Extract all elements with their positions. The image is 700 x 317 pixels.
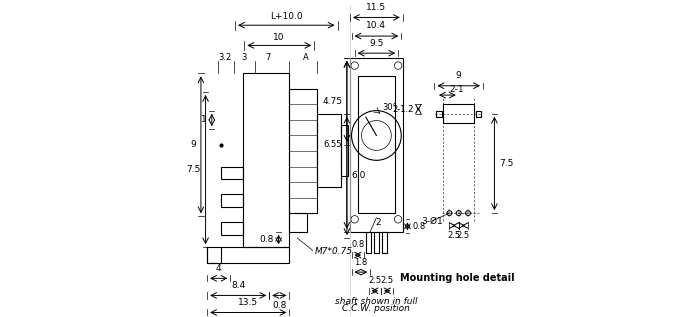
Bar (221, 166, 243, 179)
Bar (443, 104, 474, 123)
Text: 10.4: 10.4 (366, 22, 386, 30)
Text: 7: 7 (265, 54, 270, 62)
Text: 2.5: 2.5 (381, 276, 394, 285)
Text: A: A (302, 54, 309, 62)
Text: 0.8: 0.8 (351, 241, 365, 249)
Bar (317, 114, 341, 187)
Text: 3: 3 (241, 54, 247, 62)
Text: M7*0.75: M7*0.75 (314, 248, 352, 256)
Bar (366, 232, 371, 254)
Bar (341, 125, 349, 176)
Bar (289, 89, 317, 213)
Text: 0.8: 0.8 (412, 222, 426, 231)
Text: 2.5: 2.5 (447, 231, 461, 240)
Text: 8.4: 8.4 (231, 281, 245, 290)
Text: 2-1.2: 2-1.2 (392, 105, 414, 113)
Bar (350, 58, 402, 232)
Text: 7.5: 7.5 (186, 165, 201, 174)
Text: 6.0: 6.0 (351, 171, 366, 180)
Text: C.C.W. position: C.C.W. position (342, 303, 410, 313)
Bar (207, 247, 289, 263)
Text: 1: 1 (202, 115, 207, 125)
Text: 11.5: 11.5 (366, 3, 386, 12)
Bar (476, 111, 482, 117)
Text: 1.8: 1.8 (354, 257, 368, 267)
Text: 10: 10 (274, 33, 285, 42)
Text: Mounting hole detail: Mounting hole detail (400, 273, 514, 283)
Text: 2: 2 (375, 218, 381, 227)
Text: 9.5: 9.5 (369, 39, 384, 48)
Text: 2-1: 2-1 (450, 85, 465, 94)
Text: 4.75: 4.75 (322, 97, 342, 106)
Text: 9: 9 (190, 140, 196, 149)
Text: 2.5: 2.5 (368, 276, 382, 285)
Bar (358, 76, 395, 213)
Bar (221, 223, 243, 235)
Bar (289, 213, 307, 232)
Text: 6.55: 6.55 (323, 140, 342, 149)
Bar (243, 73, 289, 247)
Bar (436, 111, 442, 117)
Text: 7.5: 7.5 (499, 159, 514, 168)
Text: 13.5: 13.5 (238, 298, 258, 307)
Text: 2.5: 2.5 (457, 231, 470, 240)
Text: 9: 9 (456, 71, 461, 80)
Text: shaft shown in full: shaft shown in full (335, 297, 418, 306)
Bar (374, 232, 379, 254)
Text: L+10.0: L+10.0 (270, 12, 302, 21)
Text: 0.8: 0.8 (272, 301, 286, 310)
Text: 30°: 30° (383, 103, 398, 112)
Text: 3.2: 3.2 (218, 54, 232, 62)
Text: 0.8: 0.8 (260, 235, 274, 244)
Bar (382, 232, 386, 254)
Text: 3-Ø1: 3-Ø1 (421, 217, 443, 225)
Bar (221, 195, 243, 207)
Text: 4: 4 (216, 264, 222, 273)
